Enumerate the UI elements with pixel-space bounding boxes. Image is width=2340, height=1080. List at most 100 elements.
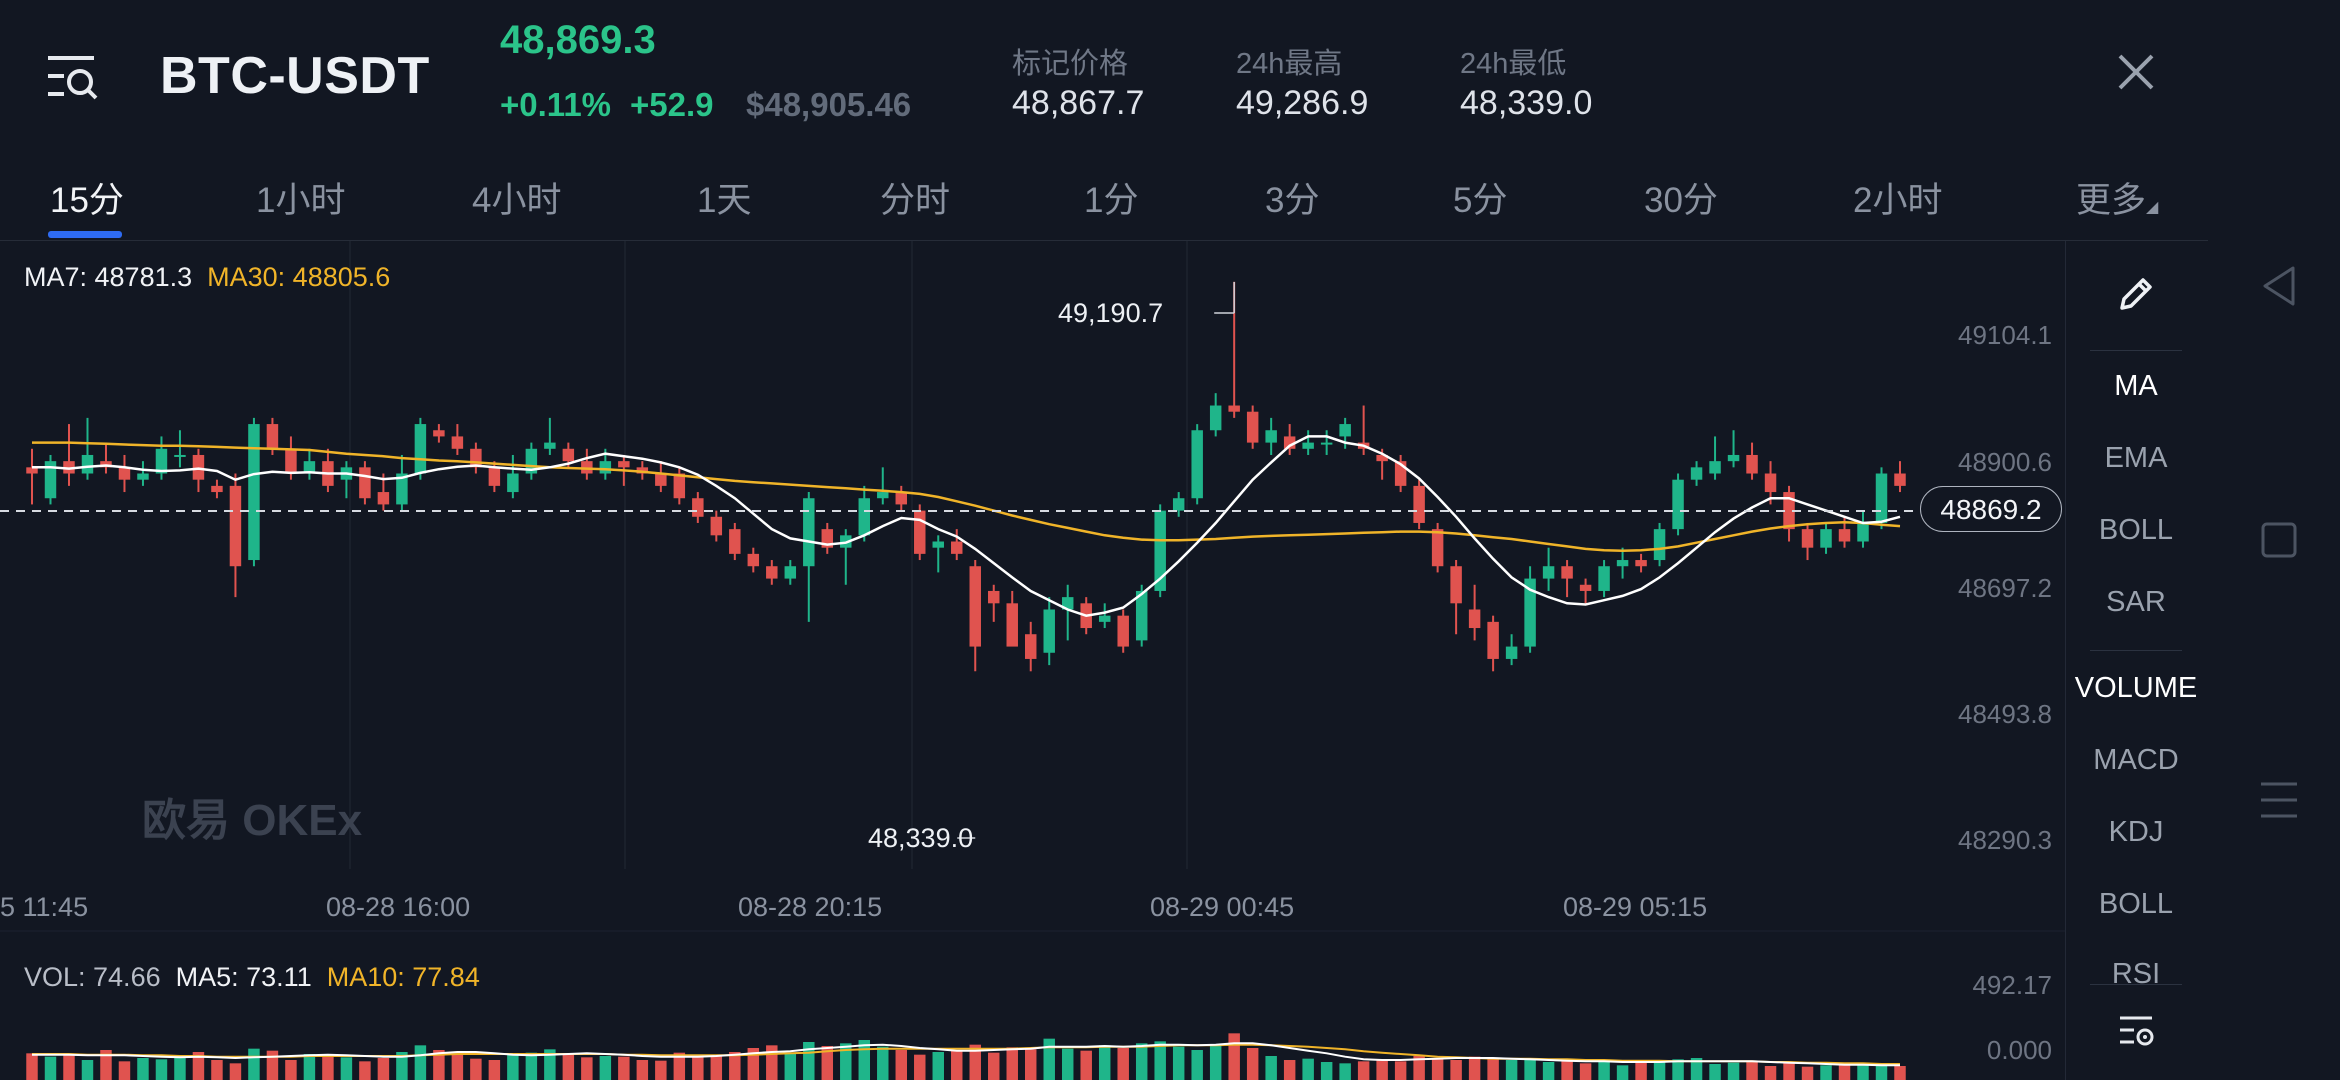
back-icon-glyph xyxy=(2263,266,2295,306)
volume-bar xyxy=(1542,1062,1555,1080)
candle-body xyxy=(1061,597,1074,610)
indicator-volume[interactable]: VOLUME xyxy=(2074,672,2198,704)
indicator-boll[interactable]: BOLL xyxy=(2098,514,2174,546)
x-tick-label: 5 11:45 xyxy=(0,892,89,922)
volume-bar xyxy=(285,1060,297,1080)
volume-bar xyxy=(1043,1038,1055,1080)
candle-body xyxy=(1875,473,1888,523)
x-tick-label: 08-29 05:15 xyxy=(1563,892,1708,922)
volume-bar xyxy=(655,1060,667,1080)
low-24h-value: 48,339.0 xyxy=(1460,84,1593,122)
indicator-rsi[interactable]: RSI xyxy=(2111,958,2161,988)
candle-body xyxy=(488,467,501,486)
volume-bar xyxy=(1172,1046,1185,1080)
volume-bar xyxy=(988,1052,1000,1080)
volume-bar xyxy=(396,1052,408,1080)
volume-bar xyxy=(155,1059,168,1080)
indicator-sar[interactable]: SAR xyxy=(2106,586,2166,618)
volume-bar xyxy=(1598,1061,1610,1080)
indicator-boll-sub[interactable]: BOLL xyxy=(2098,888,2174,920)
candle-body xyxy=(1376,454,1388,462)
candle-body xyxy=(1505,646,1518,659)
ma30-line xyxy=(32,441,1901,553)
home-icon[interactable] xyxy=(2255,516,2303,564)
volume-tick-label: 492.17 xyxy=(1972,970,2052,1000)
tab-1m[interactable]: 1分 xyxy=(1084,181,1139,220)
indicator-ma[interactable]: MA xyxy=(2114,370,2158,402)
volume-bar xyxy=(599,1056,612,1080)
volume-bar xyxy=(729,1052,741,1080)
candle-body xyxy=(1209,405,1222,431)
recents-icon[interactable] xyxy=(2255,776,2303,824)
volume-bar xyxy=(470,1058,482,1080)
ma7-value: MA7: 48781.3 xyxy=(24,262,193,292)
high-annotation: 49,190.7 xyxy=(1058,298,1164,328)
candle-body xyxy=(729,529,741,554)
toolbar-divider xyxy=(2090,984,2182,985)
indicator-settings-icon-glyph xyxy=(2120,1016,2154,1046)
tab-timeline[interactable]: 分时 xyxy=(880,181,951,220)
candle-body xyxy=(266,424,279,449)
pencil-icon[interactable] xyxy=(2066,272,2206,324)
candle-body xyxy=(673,473,686,499)
menu-search-icon[interactable] xyxy=(44,50,100,106)
volume-bar xyxy=(192,1052,205,1080)
tab-more[interactable]: 更多◢ xyxy=(2076,172,2158,223)
volume-bar xyxy=(525,1052,538,1080)
candle-body xyxy=(655,473,667,486)
ma30-value: MA30: 48805.6 xyxy=(207,262,391,292)
indicator-macd[interactable]: MACD xyxy=(2093,744,2179,776)
candle-body xyxy=(1672,479,1684,530)
candle-body xyxy=(1690,467,1703,480)
volume-bar xyxy=(211,1060,223,1080)
close-icon[interactable] xyxy=(2110,46,2162,98)
tab-5m[interactable]: 5分 xyxy=(1453,181,1508,220)
candle-body xyxy=(303,461,316,474)
candle-body xyxy=(1820,529,1832,548)
tab-4h[interactable]: 4小时 xyxy=(472,181,562,220)
candle-body xyxy=(692,498,704,517)
volume-bar xyxy=(118,1061,131,1080)
indicator-settings-icon[interactable] xyxy=(2066,1010,2206,1058)
trading-pair-title[interactable]: BTC-USDT xyxy=(160,47,430,105)
volume-bar xyxy=(1801,1066,1814,1080)
candle-body xyxy=(969,566,981,647)
candle-body xyxy=(914,510,926,554)
volume-bar xyxy=(1505,1060,1518,1080)
volume-bar xyxy=(710,1056,723,1080)
candle-body xyxy=(248,424,260,561)
volume-bar xyxy=(1524,1059,1536,1080)
volume-bar xyxy=(174,1056,186,1080)
candle-body xyxy=(581,461,593,474)
volume-bar xyxy=(1357,1061,1370,1080)
tab-15m[interactable]: 15分 xyxy=(50,181,124,220)
back-icon[interactable] xyxy=(2255,262,2303,310)
volume-bar xyxy=(673,1052,686,1080)
candle-body xyxy=(1524,578,1536,647)
candle-body xyxy=(1801,529,1814,548)
volume-bar xyxy=(1468,1056,1481,1080)
tab-2h[interactable]: 2小时 xyxy=(1853,181,1943,220)
tab-1h[interactable]: 1小时 xyxy=(256,181,346,220)
indicator-kdj[interactable]: KDJ xyxy=(2108,816,2164,848)
kline-chart[interactable] xyxy=(0,241,2065,1080)
volume-bar xyxy=(81,1060,94,1080)
volume-bar xyxy=(1579,1063,1592,1080)
volume-bar xyxy=(1154,1041,1166,1080)
volume-bar xyxy=(784,1054,797,1080)
volume-bar xyxy=(951,1050,963,1080)
volume-bar xyxy=(1394,1061,1407,1080)
usd-price: $48,905.46 xyxy=(746,86,912,123)
current-price-tag[interactable]: 48869.2 xyxy=(1920,486,2062,532)
volume-bar xyxy=(507,1054,519,1080)
volume-bar xyxy=(1727,1062,1740,1080)
indicator-ema[interactable]: EMA xyxy=(2104,442,2168,474)
candle-body xyxy=(525,448,538,474)
candle-body xyxy=(44,461,57,499)
tab-3m[interactable]: 3分 xyxy=(1265,181,1320,220)
tab-30m[interactable]: 30分 xyxy=(1644,181,1718,220)
candle-body xyxy=(1413,485,1425,523)
tab-1d[interactable]: 1天 xyxy=(697,181,752,220)
volume-bar xyxy=(766,1045,778,1080)
volume-bar xyxy=(692,1054,704,1080)
